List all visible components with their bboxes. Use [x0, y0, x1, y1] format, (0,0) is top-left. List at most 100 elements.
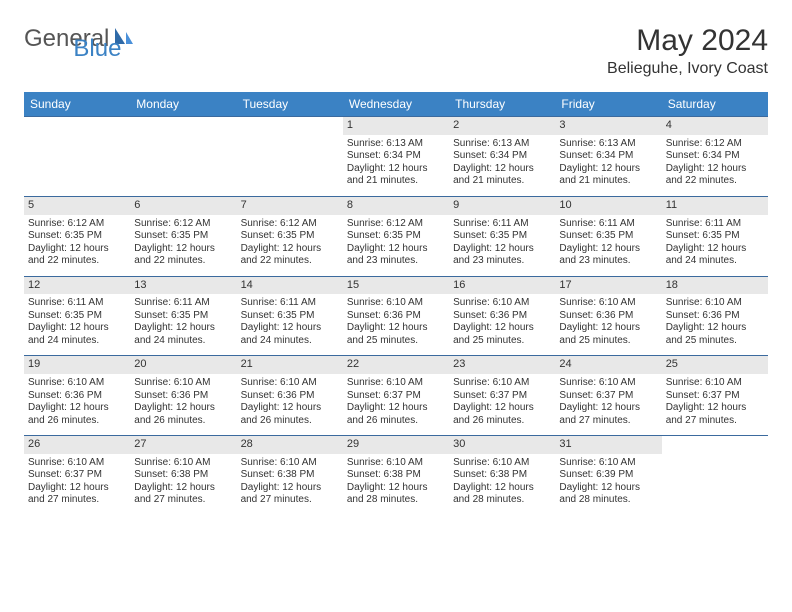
day-number: 28: [237, 436, 343, 454]
day-number: 30: [449, 436, 555, 454]
day-info: Sunrise: 6:10 AMSunset: 6:37 PMDaylight:…: [559, 377, 657, 427]
calendar-table: SundayMondayTuesdayWednesdayThursdayFrid…: [24, 92, 768, 515]
calendar-day-cell: 30Sunrise: 6:10 AMSunset: 6:38 PMDayligh…: [449, 436, 555, 515]
day-number: 10: [555, 197, 661, 215]
day-number: 4: [662, 117, 768, 135]
calendar-day-cell: 3 Sunrise: 6:13 AMSunset: 6:34 PMDaylight…: [555, 117, 661, 197]
calendar-day-cell: 17 Sunrise: 6:10 AMSunset: 6:36 PMDayligh…: [555, 276, 661, 356]
day-number: 8: [343, 197, 449, 215]
calendar-day-cell: 13 Sunrise: 6:11 AMSunset: 6:35 PMDayligh…: [130, 276, 236, 356]
weekday-header-row: SundayMondayTuesdayWednesdayThursdayFrid…: [24, 92, 768, 117]
day-info: Sunrise: 6:13 AMSunset: 6:34 PMDaylight:…: [559, 138, 657, 188]
calendar-day-cell: 14Sunrise: 6:11 AMSunset: 6:35 PMDayligh…: [237, 276, 343, 356]
calendar-day-cell: 22Sunrise: 6:10 AMSunset: 6:37 PMDayligh…: [343, 356, 449, 436]
day-info: Sunrise: 6:11 AMSunset: 6:35 PMDaylight:…: [453, 218, 551, 268]
day-number: 23: [449, 356, 555, 374]
calendar-day-cell: 12 Sunrise: 6:11 AMSunset: 6:35 PMDayligh…: [24, 276, 130, 356]
day-info: Sunrise: 6:10 AMSunset: 6:36 PMDaylight:…: [559, 297, 657, 347]
weekday-header: Wednesday: [343, 92, 449, 117]
weekday-header: Sunday: [24, 92, 130, 117]
day-number: 16: [449, 277, 555, 295]
calendar-day-cell: 15 Sunrise: 6:10 AMSunset: 6:36 PMDayligh…: [343, 276, 449, 356]
day-info: Sunrise: 6:10 AMSunset: 6:36 PMDaylight:…: [241, 377, 339, 427]
calendar-day-cell: 29 Sunrise: 6:10 AMSunset: 6:38 PMDayligh…: [343, 436, 449, 515]
calendar-day-cell: 21 Sunrise: 6:10 AMSunset: 6:36 PMDayligh…: [237, 356, 343, 436]
day-number: 9: [449, 197, 555, 215]
calendar-day-cell: 10 Sunrise: 6:11 AMSunset: 6:35 PMDayligh…: [555, 196, 661, 276]
day-number: 13: [130, 277, 236, 295]
calendar-day-cell: 31 Sunrise: 6:10 AMSunset: 6:39 PMDayligh…: [555, 436, 661, 515]
calendar-day-cell: 2 Sunrise: 6:13 AMSunset: 6:34 PMDaylight…: [449, 117, 555, 197]
day-number: 17: [555, 277, 661, 295]
calendar-day-cell: 5 Sunrise: 6:12 AMSunset: 6:35 PMDaylight…: [24, 196, 130, 276]
day-info: Sunrise: 6:11 AMSunset: 6:35 PMDaylight:…: [134, 297, 232, 347]
day-info: Sunrise: 6:10 AMSunset: 6:36 PMDaylight:…: [28, 377, 126, 427]
day-number: 20: [130, 356, 236, 374]
day-info: Sunrise: 6:10 AMSunset: 6:38 PMDaylight:…: [347, 457, 445, 507]
page-subtitle: Belieguhe, Ivory Coast: [607, 60, 768, 78]
calendar-day-cell: [130, 117, 236, 197]
weekday-header: Tuesday: [237, 92, 343, 117]
day-info: Sunrise: 6:11 AMSunset: 6:35 PMDaylight:…: [559, 218, 657, 268]
day-info: Sunrise: 6:13 AMSunset: 6:34 PMDaylight:…: [453, 138, 551, 188]
day-info: Sunrise: 6:11 AMSunset: 6:35 PMDaylight:…: [28, 297, 126, 347]
weekday-header: Monday: [130, 92, 236, 117]
calendar-body: 1Sunrise: 6:13 AMSunset: 6:34 PMDaylight…: [24, 117, 768, 515]
day-number: 12: [24, 277, 130, 295]
calendar-week-row: 1Sunrise: 6:13 AMSunset: 6:34 PMDaylight…: [24, 117, 768, 197]
day-number: 29: [343, 436, 449, 454]
day-info: Sunrise: 6:10 AMSunset: 6:36 PMDaylight:…: [666, 297, 764, 347]
header: General Blue May 2024 Belieguhe, Ivory C…: [24, 24, 768, 78]
calendar-week-row: 5Sunrise: 6:12 AMSunset: 6:35 PMDaylight…: [24, 196, 768, 276]
day-info: Sunrise: 6:10 AMSunset: 6:38 PMDaylight:…: [134, 457, 232, 507]
calendar-day-cell: 25Sunrise: 6:10 AMSunset: 6:37 PMDayligh…: [662, 356, 768, 436]
calendar-day-cell: 11 Sunrise: 6:11 AMSunset: 6:35 PMDayligh…: [662, 196, 768, 276]
day-info: Sunrise: 6:11 AMSunset: 6:35 PMDaylight:…: [241, 297, 339, 347]
calendar-day-cell: [237, 117, 343, 197]
day-number: 22: [343, 356, 449, 374]
day-number: 21: [237, 356, 343, 374]
calendar-day-cell: 9 Sunrise: 6:11 AMSunset: 6:35 PMDaylight…: [449, 196, 555, 276]
calendar-week-row: 26 Sunrise: 6:10 AMSunset: 6:37 PMDayligh…: [24, 436, 768, 515]
calendar-day-cell: 20 Sunrise: 6:10 AMSunset: 6:36 PMDayligh…: [130, 356, 236, 436]
day-info: Sunrise: 6:12 AMSunset: 6:35 PMDaylight:…: [347, 218, 445, 268]
calendar-day-cell: 26 Sunrise: 6:10 AMSunset: 6:37 PMDayligh…: [24, 436, 130, 515]
day-info: Sunrise: 6:10 AMSunset: 6:36 PMDaylight:…: [134, 377, 232, 427]
day-info: Sunrise: 6:13 AMSunset: 6:34 PMDaylight:…: [347, 138, 445, 188]
calendar-day-cell: 19 Sunrise: 6:10 AMSunset: 6:36 PMDayligh…: [24, 356, 130, 436]
calendar-day-cell: 28Sunrise: 6:10 AMSunset: 6:38 PMDayligh…: [237, 436, 343, 515]
day-info: Sunrise: 6:10 AMSunset: 6:36 PMDaylight:…: [347, 297, 445, 347]
day-number: 15: [343, 277, 449, 295]
day-number: 27: [130, 436, 236, 454]
day-number: 5: [24, 197, 130, 215]
day-info: Sunrise: 6:10 AMSunset: 6:37 PMDaylight:…: [666, 377, 764, 427]
calendar-day-cell: 8 Sunrise: 6:12 AMSunset: 6:35 PMDaylight…: [343, 196, 449, 276]
weekday-header: Saturday: [662, 92, 768, 117]
calendar-day-cell: 23Sunrise: 6:10 AMSunset: 6:37 PMDayligh…: [449, 356, 555, 436]
calendar-day-cell: 1 Sunrise: 6:13 AMSunset: 6:34 PMDaylight…: [343, 117, 449, 197]
calendar-day-cell: 24 Sunrise: 6:10 AMSunset: 6:37 PMDayligh…: [555, 356, 661, 436]
day-number: 31: [555, 436, 661, 454]
day-number: 2: [449, 117, 555, 135]
day-info: Sunrise: 6:10 AMSunset: 6:37 PMDaylight:…: [28, 457, 126, 507]
day-number: 6: [130, 197, 236, 215]
calendar-day-cell: [662, 436, 768, 515]
day-info: Sunrise: 6:10 AMSunset: 6:39 PMDaylight:…: [559, 457, 657, 507]
day-info: Sunrise: 6:11 AMSunset: 6:35 PMDaylight:…: [666, 218, 764, 268]
day-number: 11: [662, 197, 768, 215]
day-info: Sunrise: 6:12 AMSunset: 6:35 PMDaylight:…: [134, 218, 232, 268]
day-number: 1: [343, 117, 449, 135]
day-number: 3: [555, 117, 661, 135]
day-number: 7: [237, 197, 343, 215]
calendar-week-row: 12Sunrise: 6:11 AMSunset: 6:35 PMDayligh…: [24, 276, 768, 356]
day-number: 18: [662, 277, 768, 295]
day-number: 24: [555, 356, 661, 374]
page-title: May 2024: [607, 24, 768, 58]
day-number: 26: [24, 436, 130, 454]
day-info: Sunrise: 6:12 AMSunset: 6:35 PMDaylight:…: [28, 218, 126, 268]
calendar-day-cell: 27 Sunrise: 6:10 AMSunset: 6:38 PMDayligh…: [130, 436, 236, 515]
calendar-day-cell: 7Sunrise: 6:12 AMSunset: 6:35 PMDaylight…: [237, 196, 343, 276]
weekday-header: Thursday: [449, 92, 555, 117]
logo-text-blue: Blue: [73, 35, 121, 63]
day-number: 19: [24, 356, 130, 374]
